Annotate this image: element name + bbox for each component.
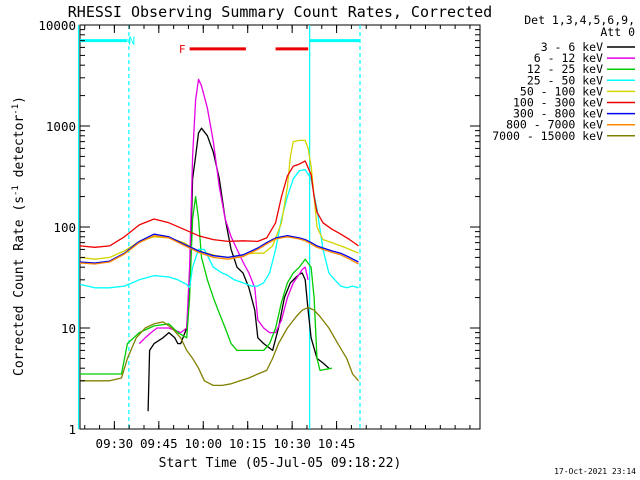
y-axis-label-end: ) xyxy=(12,96,27,104)
y-tick-label: 10000 xyxy=(38,18,76,33)
series-line xyxy=(79,233,359,264)
x-tick-label: 10:30 xyxy=(273,436,311,451)
y-axis-label-sup1: -1 xyxy=(11,185,21,196)
series-layer xyxy=(79,78,359,412)
y-axis-label-mid: detector xyxy=(12,115,27,186)
series-line xyxy=(79,235,359,265)
legend-label: 7000 - 15000 keV xyxy=(492,129,603,143)
y-tick-label: 1 xyxy=(68,422,76,437)
legend-title-1: Det 1,3,4,5,6,9, xyxy=(524,13,635,27)
series-line xyxy=(79,139,359,260)
y-tick-label: 1000 xyxy=(46,119,76,134)
series-line xyxy=(80,306,359,387)
y-axis-label-sup2: -1 xyxy=(11,104,21,115)
x-tick-label: 09:30 xyxy=(96,436,134,451)
x-tick-label: 09:45 xyxy=(140,436,178,451)
x-axis-ticks: 09:30 09:45 10:00 10:15 10:30 10:45 xyxy=(84,25,471,451)
x-tick-label: 10:15 xyxy=(229,436,267,451)
legend-label: 25 - 50 keV xyxy=(527,73,603,87)
y-axis-label-main: Corrected Count Rate (s xyxy=(12,196,27,376)
x-tick-label: 10:45 xyxy=(318,436,356,451)
vertical-marker-lines xyxy=(77,25,361,429)
chart-title: RHESSI Observing Summary Count Rates, Co… xyxy=(68,3,492,21)
legend-title-2: Att 0 xyxy=(600,25,635,39)
legend-label: 3 - 6 keV xyxy=(541,40,603,54)
legend-label: 50 - 100 keV xyxy=(520,84,603,98)
y-tick-label: 10 xyxy=(61,321,76,336)
status-bars: NF xyxy=(80,35,360,56)
series-line xyxy=(80,195,333,375)
legend-label: 6 - 12 keV xyxy=(534,51,603,65)
legend-label: 100 - 300 keV xyxy=(513,96,603,110)
y-axis-ticks: 1 10 100 1000 10000 xyxy=(38,18,480,437)
x-tick-label: 10:00 xyxy=(184,436,222,451)
y-axis-label: Corrected Count Rate (s-1 detector-1) xyxy=(11,96,27,376)
legend-label: 800 - 7000 keV xyxy=(506,118,603,132)
marker-label: F xyxy=(179,43,186,56)
marker-label: N xyxy=(129,35,136,48)
y-tick-label: 100 xyxy=(53,220,76,235)
footer-date: 17-Oct-2021 23:14 xyxy=(554,467,636,476)
x-axis-label: Start Time (05-Jul-05 09:18:22) xyxy=(159,456,402,471)
series-line xyxy=(79,160,359,248)
series-line xyxy=(138,78,309,345)
legend-label: 300 - 800 keV xyxy=(513,107,603,121)
legend-label: 12 - 25 keV xyxy=(527,62,603,76)
